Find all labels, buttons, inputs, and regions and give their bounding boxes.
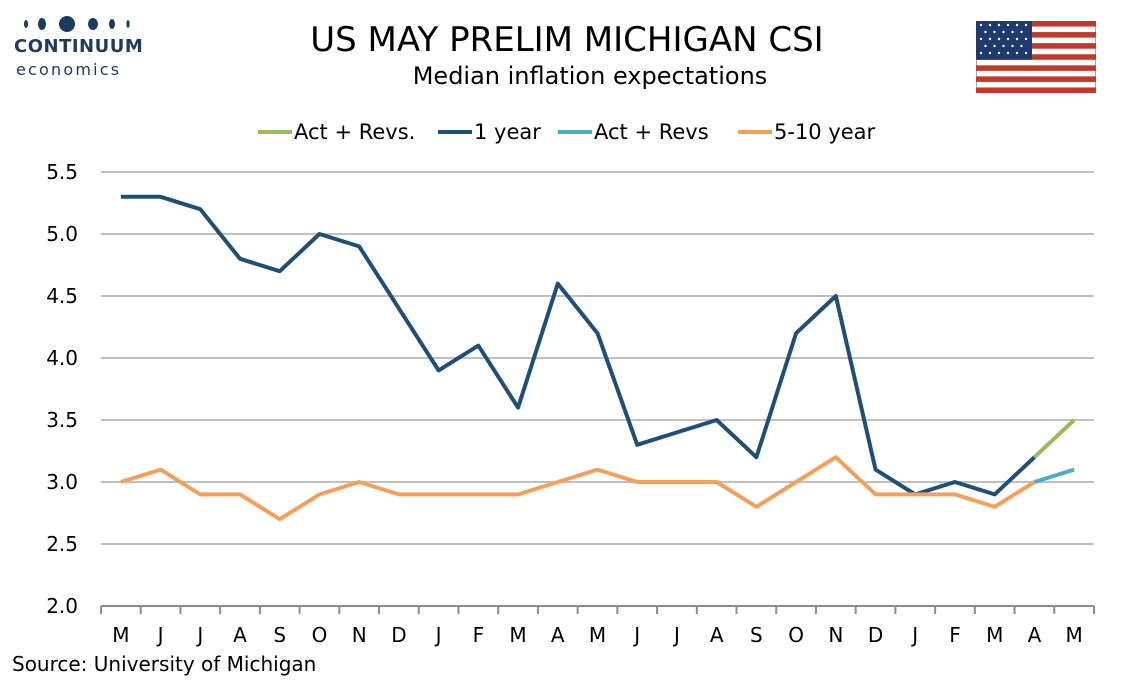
x-tick-label: J <box>434 623 442 647</box>
legend-label: Act + Revs. <box>294 120 416 144</box>
x-tick-label: A <box>233 623 247 647</box>
x-tick-label: N <box>352 623 367 647</box>
x-tick-label: O <box>312 623 328 647</box>
x-tick-label: J <box>672 623 680 647</box>
legend-label: 5-10 year <box>774 120 876 144</box>
logo-dots-icon <box>24 16 130 32</box>
continuum-logo: CONTINUUM economics <box>14 14 144 79</box>
legend-item-act-revs-blue: Act + Revs <box>558 118 709 146</box>
x-tick-label: J <box>156 623 164 647</box>
line-chart: 2.02.53.03.54.04.55.05.5M J J A S O N D J F M A M J J A… <box>46 160 1095 647</box>
x-tick-label: F <box>473 623 485 647</box>
x-tick-label: F <box>949 623 961 647</box>
series-line-act-revs <box>1033 467 1075 484</box>
legend-label: 1 year <box>474 120 541 144</box>
y-tick-label: 5.5 <box>46 160 78 184</box>
source-note: Source: University of Michigan <box>12 652 317 676</box>
chart-subtitle: Median inflation expectations <box>412 62 768 90</box>
x-tick-label: M <box>112 623 129 647</box>
legend-swatch <box>738 130 772 134</box>
x-tick-label: S <box>273 623 286 647</box>
y-tick-label: 5.0 <box>46 222 78 246</box>
logo-tagline: economics <box>16 60 122 79</box>
x-tick-label: N <box>828 623 843 647</box>
x-tick-label: A <box>710 623 724 647</box>
y-tick-label: 4.0 <box>46 346 78 370</box>
x-tick-label: M <box>1066 623 1083 647</box>
y-tick-label: 2.5 <box>46 532 78 556</box>
x-tick-label: D <box>868 623 883 647</box>
series-line-1-year <box>120 194 1036 497</box>
x-tick-label: O <box>788 623 804 647</box>
x-tick-label: J <box>910 623 918 647</box>
x-tick-label: J <box>632 623 640 647</box>
x-tick-label: J <box>195 623 203 647</box>
legend-item-act-revs-green: Act + Revs. <box>258 118 415 146</box>
legend-swatch <box>438 130 472 134</box>
series-line-act-revs <box>1033 418 1076 459</box>
x-tick-label: S <box>750 623 763 647</box>
us-flag-icon <box>976 21 1096 93</box>
x-tick-label: A <box>551 623 565 647</box>
legend-swatch <box>558 130 592 134</box>
x-tick-label: A <box>1028 623 1042 647</box>
y-tick-label: 2.0 <box>46 594 78 618</box>
chart-title: US MAY PRELIM MICHIGAN CSI <box>310 20 824 60</box>
y-tick-label: 3.0 <box>46 470 78 494</box>
x-tick-label: M <box>509 623 526 647</box>
series-line-5-10-year <box>120 455 1036 522</box>
chart-legend: Act + Revs. 1 year Act + Revs 5-10 year <box>0 118 1134 146</box>
y-tick-label: 4.5 <box>46 284 78 308</box>
x-tick-label: M <box>986 623 1003 647</box>
logo-wordmark: CONTINUUM <box>14 36 144 57</box>
legend-label: Act + Revs <box>594 120 709 144</box>
x-tick-label: M <box>589 623 606 647</box>
legend-swatch <box>258 130 292 134</box>
legend-item-1-year: 1 year <box>438 118 541 146</box>
legend-item-5-10-year: 5-10 year <box>738 118 875 146</box>
x-tick-label: D <box>391 623 406 647</box>
y-tick-label: 3.5 <box>46 408 78 432</box>
